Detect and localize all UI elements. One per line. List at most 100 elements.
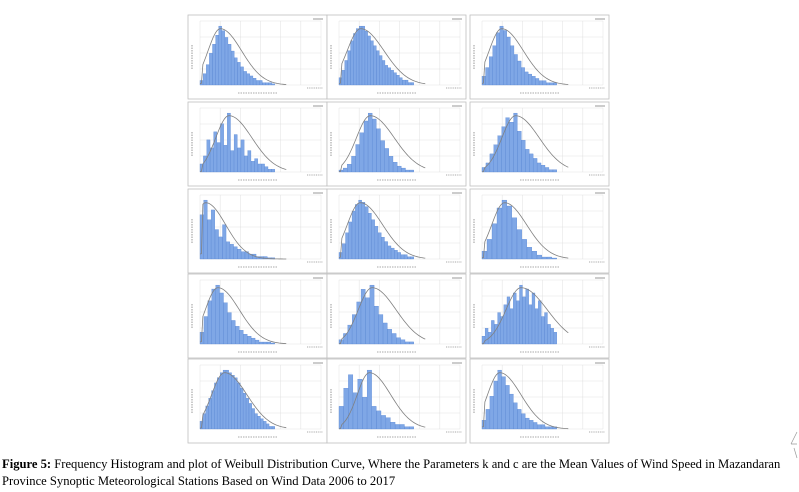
histogram-bar: [356, 301, 362, 345]
histogram-bar: [548, 169, 554, 173]
histogram-panel: [326, 358, 467, 444]
histogram-bar: [271, 169, 275, 173]
weibull-curve: [338, 28, 426, 85]
histogram-bar: [500, 316, 504, 345]
histogram-bar: [344, 60, 348, 86]
histogram-bar: [254, 158, 258, 173]
histogram-bar: [497, 135, 502, 173]
histogram-bar: [244, 155, 248, 173]
panel-frame: [326, 273, 467, 359]
histogram-bar: [364, 30, 368, 86]
histogram-bar: [364, 206, 369, 260]
histogram-bar: [529, 420, 534, 430]
histogram-bar: [376, 128, 381, 173]
histogram-bar: [385, 417, 391, 430]
weibull-curve: [481, 28, 569, 85]
histogram-bar: [399, 424, 405, 430]
histogram-bar: [524, 71, 529, 86]
histogram-bar: [550, 328, 554, 345]
weibull-curve: [481, 287, 569, 345]
histogram-bar: [240, 139, 245, 173]
histogram-bar: [219, 292, 224, 345]
histogram-bar: [257, 163, 262, 173]
histogram-bar: [514, 54, 518, 86]
histogram-bar: [381, 237, 385, 260]
histogram-bar: [225, 369, 229, 430]
histogram-bar: [356, 28, 360, 86]
histogram-bar: [541, 165, 546, 173]
histogram-bar: [549, 82, 554, 86]
histogram-bar: [268, 169, 272, 173]
histogram-bar: [345, 232, 349, 260]
histogram-bar: [393, 162, 398, 173]
histogram-panel: [187, 101, 328, 187]
figure-caption-text: Frequency Histogram and plot of Weibull …: [2, 457, 781, 488]
histogram-bar: [263, 341, 268, 345]
histogram-bar: [358, 199, 362, 260]
histogram-bar: [382, 60, 386, 86]
histogram-bar: [353, 33, 357, 86]
histogram-bar: [203, 155, 207, 173]
histogram-bar: [254, 413, 258, 430]
histogram-bar: [211, 209, 215, 260]
histogram-bar: [531, 76, 536, 86]
histogram-bar: [214, 229, 219, 260]
histogram-bar: [484, 328, 489, 345]
histogram-bar: [209, 53, 213, 86]
histogram-bar: [359, 25, 363, 86]
panel-frame: [326, 101, 467, 187]
histogram-bar: [255, 339, 260, 345]
histogram-bar: [207, 219, 212, 260]
histogram-bar: [218, 25, 222, 86]
histogram-bar: [368, 213, 372, 260]
histogram-panel: [187, 14, 328, 100]
histogram-bar: [513, 402, 518, 430]
panel-frame: [326, 188, 467, 274]
histogram-bar: [351, 210, 356, 260]
histogram-bar: [221, 30, 225, 86]
histogram-bar: [206, 64, 210, 86]
histogram-bar: [511, 217, 517, 260]
histogram-bar: [247, 150, 252, 173]
histogram-bar: [241, 251, 245, 260]
histogram-bar: [210, 147, 214, 173]
histogram-bar: [501, 376, 506, 430]
histogram-bar: [541, 424, 546, 430]
histogram-bar: [269, 426, 273, 430]
histogram-bar: [367, 35, 371, 86]
histogram-bar: [266, 341, 272, 345]
histogram-bar: [240, 387, 244, 430]
histogram-bar: [224, 37, 229, 86]
histogram-bar: [372, 118, 377, 173]
histogram-bar: [552, 169, 557, 173]
histogram-bar: [231, 375, 235, 430]
histogram-bar: [376, 410, 382, 430]
histogram-panel: [326, 101, 467, 187]
histogram-bar: [370, 40, 374, 86]
histogram-bar: [373, 45, 377, 86]
histogram-bar: [351, 156, 356, 173]
histogram-panel: [469, 101, 610, 187]
histogram-bar: [501, 199, 507, 260]
histogram-bar: [493, 144, 498, 173]
histogram-bar: [248, 403, 252, 430]
histogram-bar: [376, 50, 380, 86]
histogram-bar: [365, 297, 370, 345]
histogram-bar: [347, 163, 352, 173]
histogram-bar: [215, 284, 220, 345]
histogram-bar: [355, 144, 360, 173]
histogram-bar: [397, 252, 401, 260]
weibull-curve: [338, 372, 426, 430]
histogram-bar: [371, 219, 375, 260]
histogram-bar: [408, 82, 412, 86]
histogram-bar: [212, 44, 216, 86]
histogram-bar: [399, 77, 403, 86]
weibull-curve: [338, 115, 426, 172]
histogram-bar: [362, 397, 368, 430]
histogram-bar: [525, 288, 529, 345]
weibull-curve: [338, 287, 426, 345]
histogram-bar: [404, 426, 410, 430]
histogram-bar: [380, 140, 385, 173]
histogram-bar: [394, 250, 398, 260]
histogram-bar: [257, 416, 261, 430]
